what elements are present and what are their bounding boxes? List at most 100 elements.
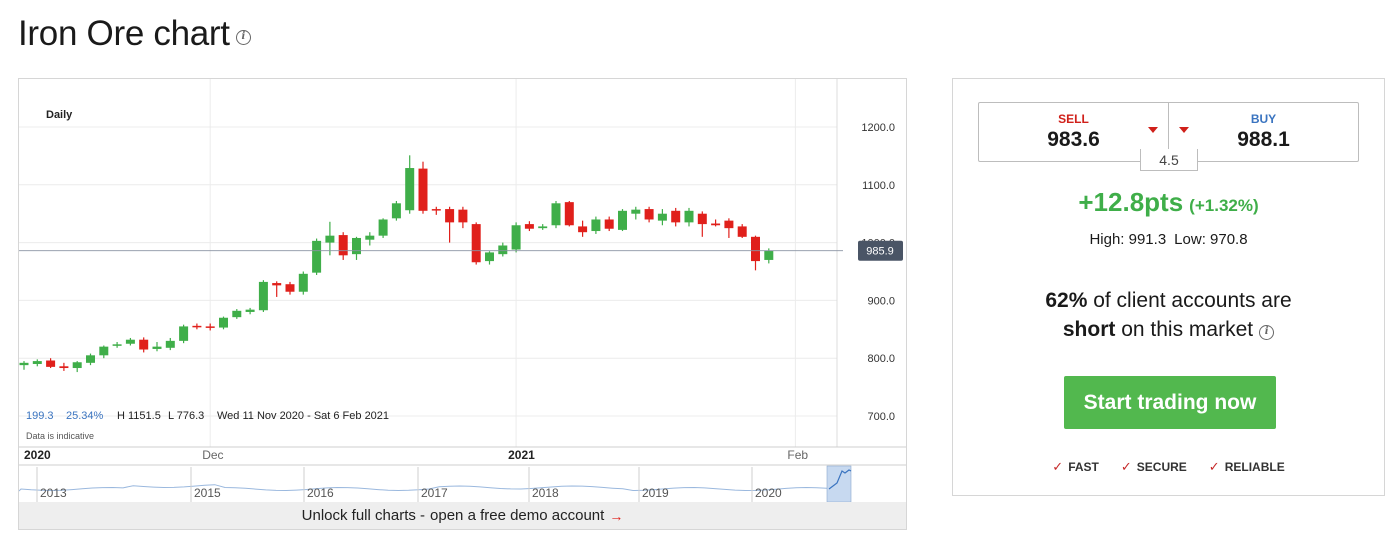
change-points: +12.8pts	[1078, 187, 1184, 217]
candle-body[interactable]	[298, 273, 308, 292]
stat-low: L 776.3	[168, 410, 204, 422]
candle-body[interactable]	[551, 203, 561, 226]
candle-body[interactable]	[86, 355, 95, 363]
candle-body[interactable]	[684, 210, 694, 223]
candle-body[interactable]	[32, 361, 42, 364]
candle-body[interactable]	[338, 235, 348, 256]
navigator-year-label: 2019	[642, 486, 669, 500]
candle-body[interactable]	[737, 226, 747, 237]
sentiment-tail: on this market	[1115, 318, 1254, 341]
candle-body[interactable]	[724, 220, 734, 229]
navigator-year-label: 2015	[194, 486, 221, 500]
sentiment-mid: of client accounts are	[1087, 289, 1292, 312]
candle-body[interactable]	[112, 344, 122, 346]
sell-price: 983.6	[1047, 128, 1100, 151]
candle-body[interactable]	[711, 223, 721, 226]
candle-body[interactable]	[418, 168, 428, 211]
navigator-series	[19, 484, 838, 492]
candle-body[interactable]	[431, 209, 441, 211]
candle-body[interactable]	[591, 219, 601, 232]
navigator-year-label: 2020	[755, 486, 782, 500]
candle-body[interactable]	[405, 168, 415, 211]
sentiment-direction: short	[1062, 318, 1116, 341]
candle-body[interactable]	[46, 360, 56, 367]
navigator-year-label: 2017	[421, 486, 448, 500]
candle-body[interactable]	[618, 210, 627, 230]
candle-body[interactable]	[604, 219, 614, 229]
candle-body[interactable]	[312, 240, 322, 273]
candle-body[interactable]	[538, 226, 548, 229]
candle-body[interactable]	[631, 209, 641, 214]
y-tick-label: 800.0	[867, 353, 895, 365]
price-down-icon	[1179, 127, 1189, 133]
candle-body[interactable]	[671, 210, 681, 223]
candle-body[interactable]	[751, 236, 760, 262]
candle-body[interactable]	[219, 317, 228, 328]
candle-body[interactable]	[458, 209, 468, 223]
candle-body[interactable]	[72, 362, 82, 369]
navigator-year-label: 2018	[532, 486, 559, 500]
navigator-year-label: 2016	[307, 486, 334, 500]
unlock-bar[interactable]: Unlock full charts - open a free demo ac…	[19, 502, 906, 529]
candle-body[interactable]	[165, 340, 175, 348]
buy-label: BUY	[1250, 112, 1277, 126]
candle-body[interactable]	[325, 235, 335, 243]
candle-body[interactable]	[179, 326, 189, 341]
candle-body[interactable]	[272, 283, 282, 286]
stat-high: H 1151.5	[117, 410, 161, 422]
candle-body[interactable]	[352, 237, 361, 255]
check-icon: ✓	[1052, 459, 1064, 474]
candle-body[interactable]	[697, 213, 707, 225]
candle-body[interactable]	[498, 245, 508, 255]
candle-body[interactable]	[99, 346, 109, 356]
price-chart[interactable]: 1200.01100.01000.0900.0800.0700.0985.920…	[19, 79, 906, 502]
candle-body[interactable]	[232, 310, 242, 318]
buy-button[interactable]: BUY 988.1	[1169, 103, 1358, 161]
badge-label: RELIABLE	[1224, 460, 1285, 474]
candle-body[interactable]	[365, 235, 375, 240]
candle-body[interactable]	[471, 224, 481, 263]
candle-body[interactable]	[192, 325, 202, 328]
sentiment-percent: 62%	[1045, 289, 1088, 312]
start-trading-button[interactable]: Start trading now	[1064, 376, 1276, 429]
period-label: Daily	[46, 109, 73, 121]
candle-body[interactable]	[445, 209, 455, 223]
badge-fast: ✓ FAST	[1052, 459, 1099, 475]
candle-body[interactable]	[285, 284, 295, 292]
candle-body[interactable]	[644, 209, 654, 220]
info-icon[interactable]: i	[1259, 324, 1275, 340]
y-tick-label: 700.0	[867, 411, 895, 423]
candle-body[interactable]	[764, 250, 774, 260]
x-tick-label: 2020	[24, 448, 51, 462]
chart-panel[interactable]: 1200.01100.01000.0900.0800.0700.0985.920…	[18, 78, 907, 530]
x-tick-label: Dec	[202, 448, 223, 462]
candle-body[interactable]	[245, 309, 255, 312]
navigator[interactable]	[19, 465, 906, 502]
candle-body[interactable]	[524, 224, 534, 229]
candle-body[interactable]	[511, 225, 521, 250]
candle-body[interactable]	[485, 252, 494, 262]
badge-secure: ✓ SECURE	[1121, 459, 1187, 475]
candle-body[interactable]	[564, 202, 574, 226]
candle-body[interactable]	[578, 226, 588, 233]
candle-body[interactable]	[391, 203, 401, 219]
candle-body[interactable]	[125, 339, 135, 344]
demo-account-link[interactable]: open a free demo account	[430, 507, 605, 524]
badge-reliable: ✓ RELIABLE	[1209, 459, 1285, 475]
candle-body[interactable]	[378, 219, 388, 236]
info-icon[interactable]: i	[235, 29, 251, 45]
spread-value: 4.5	[1140, 149, 1198, 171]
stat-range: Wed 11 Nov 2020 - Sat 6 Feb 2021	[217, 410, 389, 422]
candle-body[interactable]	[59, 366, 69, 369]
check-icon: ✓	[1208, 459, 1220, 474]
candle-body[interactable]	[139, 339, 149, 350]
candle-body[interactable]	[258, 281, 268, 311]
price-tag	[858, 240, 903, 261]
candle-body[interactable]	[205, 326, 215, 328]
candle-body[interactable]	[19, 362, 29, 366]
sell-button[interactable]: SELL 983.6	[979, 103, 1169, 161]
candle-body[interactable]	[152, 346, 162, 349]
stat-change-pct: 25.34%	[66, 410, 104, 422]
stat-change: 199.3	[26, 410, 54, 422]
candle-body[interactable]	[657, 213, 667, 221]
